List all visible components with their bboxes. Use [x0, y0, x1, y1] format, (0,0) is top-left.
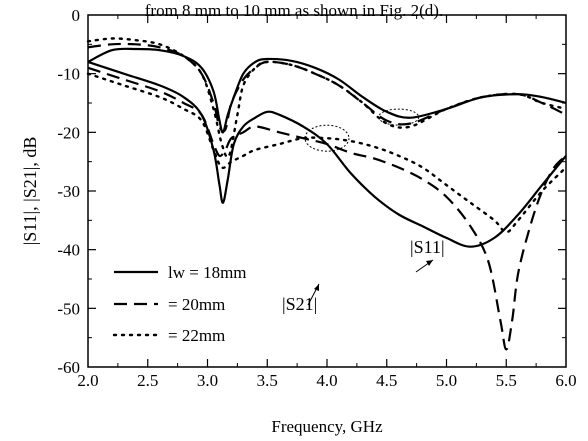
annotation-arrowhead-s11: [426, 260, 433, 266]
annotations-layer: |S11| |S21|: [282, 108, 445, 314]
series-line-5: [87, 66, 567, 351]
x-tick-label: 4.5: [376, 371, 397, 390]
x-tick-label: 6.0: [555, 371, 576, 390]
x-tick-label: 5.5: [496, 371, 517, 390]
plot-frame: [87, 14, 567, 368]
y-axis-label: |S11|, |S21|, dB: [20, 137, 40, 246]
series-line-2: [87, 42, 567, 133]
series-line-1: [87, 47, 567, 134]
y-tick-label: -30: [57, 182, 80, 201]
series-line-6: [86, 72, 568, 234]
y-tick-label: -10: [57, 65, 80, 84]
annotation-label-s11: |S11|: [410, 237, 445, 257]
annotation-ellipse-s11: [378, 108, 420, 126]
legend-label: = 20mm: [168, 295, 225, 314]
annotation-ellipse-s21: [304, 124, 350, 152]
annotation-label-s21: |S21|: [282, 294, 317, 314]
y-tick-label: 0: [72, 6, 81, 25]
x-tick-label: 4.0: [316, 371, 337, 390]
x-tick-label: 2.0: [77, 371, 98, 390]
legend-label: = 22mm: [168, 326, 225, 345]
legend: lw = 18mm = 20mm = 22mm: [112, 263, 247, 345]
series-line-4: [87, 60, 567, 248]
x-axis-label: Frequency, GHz: [271, 417, 383, 436]
legend-label: lw = 18mm: [168, 263, 247, 282]
series-line-3: [86, 37, 568, 159]
y-tick-label: -50: [57, 299, 80, 318]
x-tick-label: 3.0: [197, 371, 218, 390]
x-tick-label: 2.5: [137, 371, 158, 390]
y-tick-label: -40: [57, 241, 80, 260]
y-tick-label: -60: [57, 358, 80, 377]
y-tick-label: -20: [57, 123, 80, 142]
annotation-arrowhead-s21: [314, 284, 319, 291]
ticks-layer: 2.0 2.5 3.0 3.5 4.0 4.5 5.0 5.5 6.0 0 -10 -20 -30 -40…: [57, 6, 576, 390]
curves-layer: [86, 37, 568, 351]
x-tick-label: 3.5: [257, 371, 278, 390]
x-tick-label: 5.0: [436, 371, 457, 390]
